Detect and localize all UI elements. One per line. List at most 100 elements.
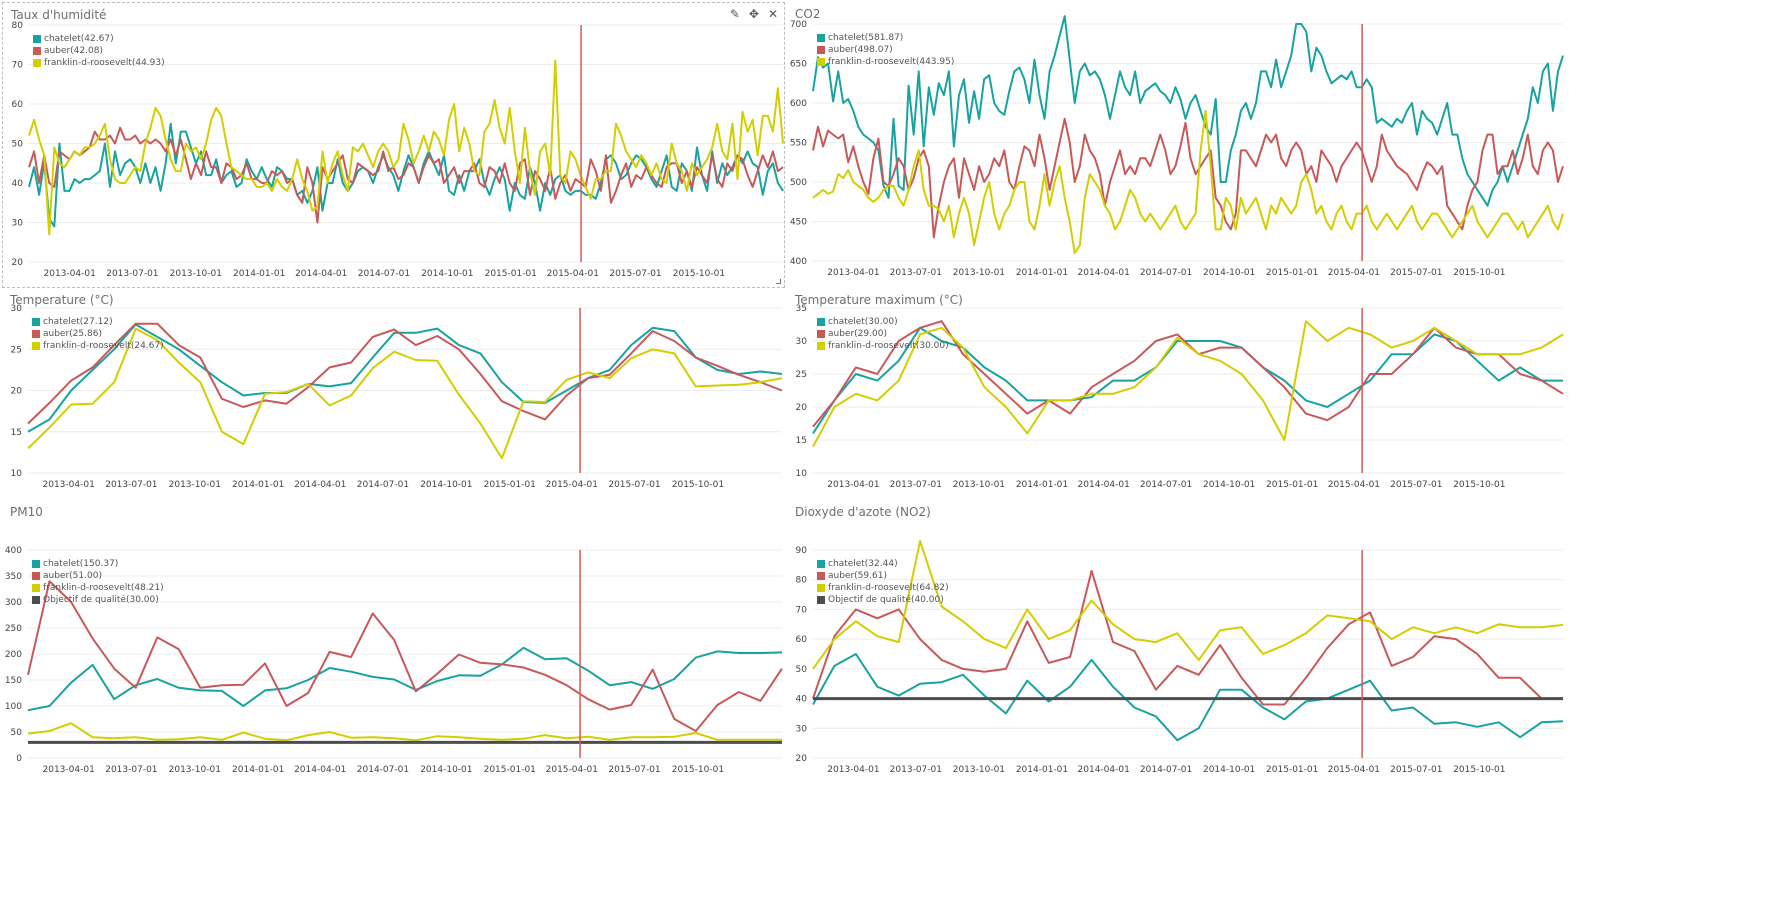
panel-toolbar: ✎ ✥ ✕ bbox=[730, 7, 778, 21]
y-tick-label: 700 bbox=[790, 20, 807, 30]
x-tick-label: 2014-04-01 bbox=[294, 480, 346, 490]
x-tick-label: 2014-04-01 bbox=[1078, 765, 1130, 775]
series-line-chatelet[interactable] bbox=[812, 15, 1564, 207]
legend-item[interactable]: franklin-d-roosevelt(24.67) bbox=[32, 340, 164, 352]
legend: chatelet(27.12) auber(25.86) franklin-d-ro… bbox=[32, 316, 164, 352]
legend-item[interactable]: franklin-d-roosevelt(48.21) bbox=[32, 582, 164, 594]
legend-item[interactable]: chatelet(581.87) bbox=[817, 32, 954, 44]
series-line-franklin-d-roosevelt[interactable] bbox=[812, 320, 1564, 448]
legend-item[interactable]: auber(498.07) bbox=[817, 44, 954, 56]
panel-humidity[interactable]: Taux d'humidité ✎ ✥ ✕ 20 30 40 50 60 70 80 2013… bbox=[2, 2, 785, 288]
x-tick-label: 2015-04-01 bbox=[1328, 268, 1380, 278]
legend-item[interactable]: chatelet(30.00) bbox=[817, 316, 949, 328]
legend-item[interactable]: franklin-d-roosevelt(30.00) bbox=[817, 340, 949, 352]
x-tick-label: 2014-01-01 bbox=[1016, 765, 1068, 775]
series-line-chatelet[interactable] bbox=[27, 646, 783, 712]
panel-no2[interactable]: Dioxyde d'azote (NO2) 20 30 40 50 60 70 80 90 20… bbox=[787, 500, 1566, 790]
panel-title: PM10 bbox=[10, 505, 43, 519]
series-line-chatelet[interactable] bbox=[27, 323, 783, 433]
x-tick-label: 2013-10-01 bbox=[953, 480, 1005, 490]
pencil-icon[interactable]: ✎ bbox=[729, 7, 740, 21]
panel-temperature[interactable]: Temperature (°C) 10 15 20 25 30 2013-04-01 201… bbox=[2, 288, 785, 500]
legend-swatch bbox=[817, 34, 825, 42]
legend-item[interactable]: auber(42.08) bbox=[33, 45, 165, 57]
legend-item[interactable]: franklin-d-roosevelt(64.82) bbox=[817, 582, 949, 594]
close-icon[interactable]: ✕ bbox=[767, 7, 778, 21]
x-tick-label: 2015-07-01 bbox=[608, 480, 660, 490]
y-tick-label: 40 bbox=[796, 695, 808, 705]
x-tick-label: 2014-07-01 bbox=[1140, 765, 1192, 775]
x-tick-label: 2015-04-01 bbox=[1328, 765, 1380, 775]
legend-swatch bbox=[32, 596, 40, 604]
series-line-auber[interactable] bbox=[27, 580, 783, 732]
series-line-auber[interactable] bbox=[812, 117, 1564, 239]
legend-item[interactable]: chatelet(150.37) bbox=[32, 558, 164, 570]
legend-swatch bbox=[32, 330, 40, 338]
legend-item[interactable]: auber(29.00) bbox=[817, 328, 949, 340]
x-tick-label: 2014-01-01 bbox=[233, 269, 285, 279]
panel-title: CO2 bbox=[795, 7, 821, 21]
y-tick-label: 70 bbox=[12, 61, 24, 71]
x-tick-label: 2015-07-01 bbox=[608, 765, 660, 775]
series-line-auber[interactable] bbox=[812, 569, 1563, 706]
y-tick-label: 60 bbox=[12, 100, 24, 110]
legend: chatelet(32.44) auber(59.61) franklin-d-ro… bbox=[817, 558, 949, 606]
legend-item[interactable]: auber(59.61) bbox=[817, 570, 949, 582]
x-tick-label: 2015-04-01 bbox=[1328, 480, 1380, 490]
legend-item[interactable]: chatelet(32.44) bbox=[817, 558, 949, 570]
series-line-auber[interactable] bbox=[27, 322, 783, 425]
legend-swatch bbox=[33, 59, 41, 67]
legend-item[interactable]: auber(51.00) bbox=[32, 570, 164, 582]
legend-item[interactable]: auber(25.86) bbox=[32, 328, 164, 340]
x-tick-label: 2013-04-01 bbox=[827, 480, 879, 490]
series-line-chatelet[interactable] bbox=[812, 653, 1564, 742]
y-tick-label: 15 bbox=[11, 428, 22, 438]
legend-item[interactable]: Objectif de qualité(30.00) bbox=[32, 594, 164, 606]
y-tick-label: 30 bbox=[796, 724, 808, 734]
legend-swatch bbox=[817, 342, 825, 350]
legend: chatelet(581.87) auber(498.07) franklin-d-… bbox=[817, 32, 954, 68]
y-tick-label: 20 bbox=[796, 403, 808, 413]
y-tick-label: 650 bbox=[790, 60, 807, 70]
y-tick-label: 400 bbox=[790, 257, 807, 267]
legend-item[interactable]: chatelet(42.67) bbox=[33, 33, 165, 45]
x-tick-label: 2013-04-01 bbox=[827, 268, 879, 278]
series-line-franklin-d-roosevelt[interactable] bbox=[812, 109, 1564, 255]
panel-temperature-max[interactable]: Temperature maximum (°C) 10 15 20 25 30 35 201… bbox=[787, 288, 1566, 500]
series-line-franklin-d-roosevelt[interactable] bbox=[27, 327, 783, 460]
x-tick-label: 2014-07-01 bbox=[1140, 480, 1192, 490]
legend-item[interactable]: Objectif de qualité(40.00) bbox=[817, 594, 949, 606]
y-tick-label: 90 bbox=[796, 546, 808, 556]
legend-item[interactable]: franklin-d-roosevelt(443.95) bbox=[817, 56, 954, 68]
legend: chatelet(42.67) auber(42.08) franklin-d-ro… bbox=[33, 33, 165, 69]
legend-item[interactable]: franklin-d-roosevelt(44.93) bbox=[33, 57, 165, 69]
y-tick-label: 60 bbox=[796, 635, 808, 645]
series-line-franklin-d-roosevelt[interactable] bbox=[812, 540, 1564, 670]
move-arrows-icon[interactable]: ✥ bbox=[748, 7, 759, 21]
chart-co2[interactable]: 400 450 500 550 600 650 700 2013-04-01 2013-07-0… bbox=[787, 2, 1566, 288]
series-line-chatelet[interactable] bbox=[28, 122, 784, 228]
panel-pm10[interactable]: PM10 0 50 100 150 200 250 300 350 400 2013-04-01 2… bbox=[2, 500, 785, 790]
y-tick-label: 50 bbox=[796, 665, 808, 675]
series-line-auber[interactable] bbox=[28, 126, 784, 224]
legend-swatch bbox=[32, 342, 40, 350]
series-line-franklin-d-roosevelt[interactable] bbox=[27, 722, 782, 742]
legend-label: chatelet(32.44) bbox=[828, 559, 898, 569]
series-line-franklin-d-roosevelt[interactable] bbox=[28, 59, 784, 236]
chart-pm10[interactable]: 0 50 100 150 200 250 300 350 400 2013-04-01 2013-0… bbox=[2, 500, 785, 790]
resize-handle[interactable] bbox=[776, 279, 781, 284]
x-tick-label: 2014-04-01 bbox=[294, 765, 346, 775]
chart-temperature[interactable]: 10 15 20 25 30 2013-04-01 2013-07-01 2013-10-01… bbox=[2, 288, 785, 500]
y-tick-label: 30 bbox=[796, 337, 808, 347]
chart-no2[interactable]: 20 30 40 50 60 70 80 90 2013-04-01 2013-07-01 2013… bbox=[787, 500, 1566, 790]
y-tick-label: 250 bbox=[5, 624, 22, 634]
legend-item[interactable]: chatelet(27.12) bbox=[32, 316, 164, 328]
legend-label: franklin-d-roosevelt(64.82) bbox=[828, 583, 949, 593]
chart-humidity[interactable]: 20 30 40 50 60 70 80 2013-04-01 2013-07-01 2013-1… bbox=[3, 3, 786, 289]
legend-swatch bbox=[33, 35, 41, 43]
chart-temperature-max[interactable]: 10 15 20 25 30 35 2013-04-01 2013-07-01 2013-10-… bbox=[787, 288, 1566, 500]
x-tick-label: 2013-07-01 bbox=[106, 269, 158, 279]
panel-co2[interactable]: CO2 400 450 500 550 600 650 700 2013-04-01 2013-… bbox=[787, 2, 1566, 288]
series-line-chatelet[interactable] bbox=[812, 326, 1563, 434]
y-tick-label: 80 bbox=[12, 21, 24, 31]
